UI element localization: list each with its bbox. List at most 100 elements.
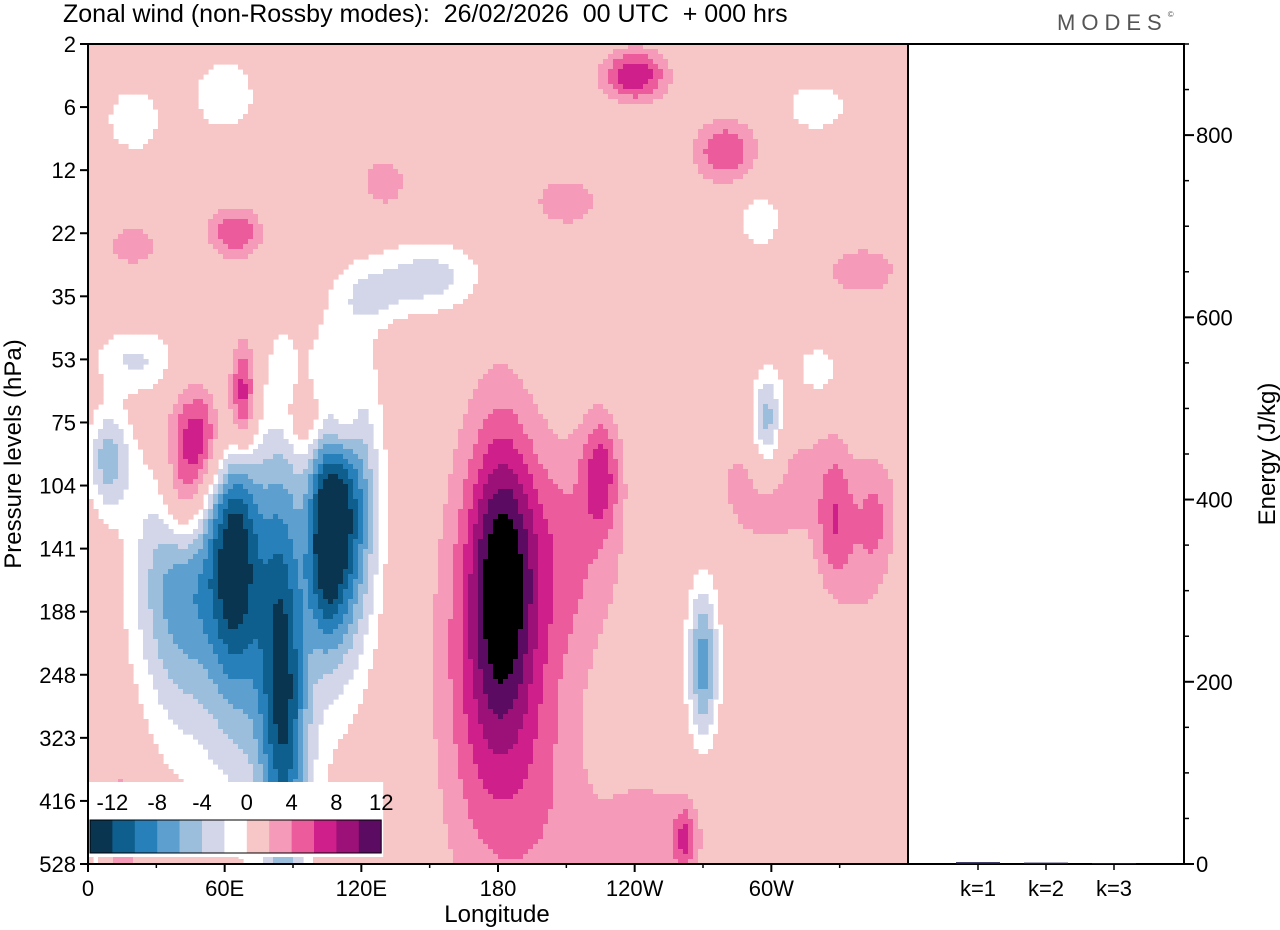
field-cell <box>733 79 739 85</box>
field-cell <box>648 49 654 55</box>
field-cell <box>743 144 749 150</box>
field-cell <box>263 109 269 115</box>
field-cell <box>428 54 434 60</box>
field-cell <box>313 194 319 200</box>
field-cell <box>748 119 754 125</box>
field-cell <box>528 144 534 150</box>
field-cell <box>143 169 149 175</box>
field-cell <box>668 164 674 170</box>
field-cell <box>408 69 414 75</box>
field-cell <box>478 109 484 115</box>
field-cell <box>558 159 564 165</box>
field-cell <box>563 134 569 140</box>
field-cell <box>613 174 619 180</box>
field-cell <box>423 64 429 70</box>
field-cell <box>568 124 574 130</box>
field-cell <box>663 99 669 105</box>
field-cell <box>808 174 814 180</box>
field-cell <box>393 49 399 55</box>
field-cell <box>148 54 154 60</box>
field-cell <box>878 104 884 110</box>
field-cell <box>188 149 194 155</box>
field-cell <box>628 119 634 125</box>
field-cell <box>303 134 309 140</box>
field-cell <box>883 64 889 70</box>
field-cell <box>833 134 839 140</box>
field-cell <box>373 154 379 160</box>
field-cell <box>548 79 554 85</box>
field-cell <box>438 69 444 75</box>
field-cell <box>803 124 809 130</box>
field-cell <box>218 59 224 65</box>
field-cell <box>363 109 369 115</box>
field-cell <box>888 159 894 165</box>
field-cell <box>248 139 254 145</box>
field-cell <box>513 54 519 60</box>
field-cell <box>813 159 819 165</box>
field-cell <box>383 134 389 140</box>
field-cell <box>163 159 169 165</box>
field-cell <box>353 59 359 65</box>
field-cell <box>398 64 404 70</box>
field-cell <box>848 164 854 170</box>
field-cell <box>238 134 244 140</box>
field-cell <box>418 64 424 70</box>
field-cell <box>728 109 734 115</box>
field-cell <box>683 84 689 90</box>
field-cell <box>253 99 259 105</box>
field-cell <box>733 74 739 80</box>
field-cell <box>658 89 664 95</box>
field-cell <box>158 134 164 140</box>
field-cell <box>703 189 709 195</box>
field-cell <box>423 194 429 200</box>
field-cell <box>378 64 384 70</box>
field-cell <box>653 149 659 155</box>
field-cell <box>658 139 664 145</box>
field-cell <box>843 124 849 130</box>
field-cell <box>553 184 559 190</box>
field-cell <box>758 179 764 185</box>
field-cell <box>258 169 264 175</box>
field-cell <box>238 179 244 185</box>
field-cell <box>413 64 419 70</box>
field-cell <box>853 89 859 95</box>
field-cell <box>178 119 184 125</box>
field-cell <box>223 54 229 60</box>
field-cell <box>668 49 674 55</box>
field-cell <box>553 99 559 105</box>
field-cell <box>138 64 144 70</box>
field-cell <box>508 154 514 160</box>
field-cell <box>618 194 624 200</box>
field-cell <box>468 124 474 130</box>
field-cell <box>363 144 369 150</box>
field-cell <box>448 149 454 155</box>
field-cell <box>433 89 439 95</box>
field-cell <box>533 174 539 180</box>
field-cell <box>188 94 194 100</box>
field-cell <box>678 179 684 185</box>
field-cell <box>633 169 639 175</box>
field-cell <box>738 119 744 125</box>
field-cell <box>798 129 804 135</box>
field-cell <box>433 104 439 110</box>
field-cell <box>513 159 519 165</box>
field-cell <box>608 144 614 150</box>
field-cell <box>478 169 484 175</box>
field-cell <box>753 174 759 180</box>
field-cell <box>108 89 114 95</box>
field-cell <box>413 119 419 125</box>
field-cell <box>893 109 899 115</box>
field-cell <box>108 164 114 170</box>
field-cell <box>403 59 409 65</box>
field-cell <box>338 149 344 155</box>
field-cell <box>723 99 729 105</box>
field-cell <box>238 119 244 125</box>
field-cell <box>888 129 894 135</box>
field-cell <box>93 104 99 110</box>
field-cell <box>353 144 359 150</box>
field-cell <box>128 174 134 180</box>
field-cell <box>193 79 199 85</box>
field-cell <box>558 164 564 170</box>
field-cell <box>468 134 474 140</box>
field-cell <box>188 114 194 120</box>
